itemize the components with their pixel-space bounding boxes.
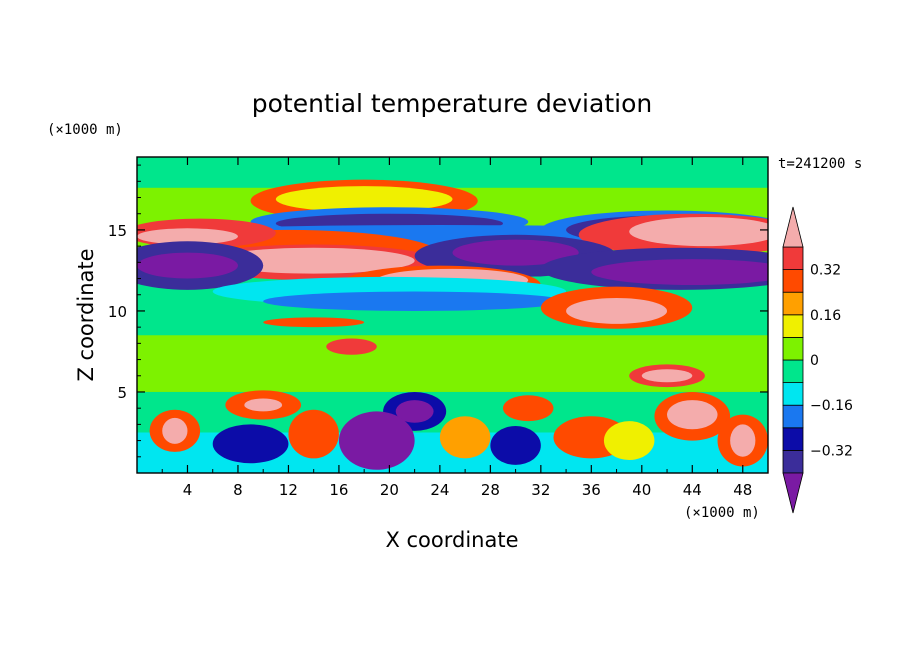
colorbar-swatch xyxy=(782,404,804,429)
heatmap-blob xyxy=(603,421,655,461)
colorbar-label: 0.32 xyxy=(810,263,841,279)
y-tick-label: 15 xyxy=(108,222,127,240)
x-tick-label: 8 xyxy=(233,481,243,499)
x-unit-label: (×1000 m) xyxy=(684,505,760,521)
x-tick-label: 44 xyxy=(683,481,702,499)
heatmap-blob xyxy=(439,416,491,459)
heatmap-blob xyxy=(244,398,283,412)
heatmap-blob xyxy=(162,417,188,444)
x-tick-label: 36 xyxy=(582,481,601,499)
colorbar-swatch xyxy=(782,246,804,271)
colorbar-top-arrow xyxy=(782,206,804,248)
colorbar-label: −0.16 xyxy=(810,398,853,414)
heatmap-blob xyxy=(502,395,554,422)
heatmap-blob xyxy=(667,400,718,430)
x-tick-label: 40 xyxy=(632,481,651,499)
colorbar-label: 0.16 xyxy=(810,308,841,324)
x-tick-label: 4 xyxy=(183,481,193,499)
y-unit-label: (×1000 m) xyxy=(47,122,123,138)
heatmap-blob xyxy=(395,400,434,423)
y-axis-label: Z coordinate xyxy=(74,248,98,381)
colorbar-swatch xyxy=(782,269,804,293)
heatmap-band xyxy=(137,157,768,188)
x-tick-label: 24 xyxy=(430,481,449,499)
colorbar-swatch xyxy=(782,291,804,316)
colorbar-swatch xyxy=(782,449,804,474)
colorbar-swatch xyxy=(782,427,804,451)
x-tick-label: 16 xyxy=(329,481,348,499)
heatmap-blob xyxy=(730,424,756,457)
y-axis-ticks: 5 10 15 xyxy=(108,164,768,458)
colorbar: 0.32 0.16 0 −0.16 −0.32 xyxy=(782,206,853,514)
plot-frame xyxy=(136,156,769,474)
colorbar-swatch xyxy=(782,336,804,361)
heatmap-blob xyxy=(326,338,377,355)
colorbar-label: 0 xyxy=(810,353,819,369)
y-tick-label: 5 xyxy=(117,384,127,402)
heatmap-blob xyxy=(212,247,415,274)
heatmap-blob xyxy=(490,426,541,465)
heatmap-blob xyxy=(452,239,579,266)
heatmap-blobs xyxy=(137,179,768,470)
heatmap-blob xyxy=(137,228,238,245)
time-label: t=241200 s xyxy=(778,156,862,172)
colorbar-label: −0.32 xyxy=(810,443,853,459)
x-tick-label: 20 xyxy=(380,481,399,499)
heatmap-blob xyxy=(338,411,415,470)
heatmap-field xyxy=(137,157,768,473)
colorbar-bottom-arrow xyxy=(782,472,804,514)
x-tick-label: 32 xyxy=(531,481,550,499)
heatmap-blob xyxy=(263,291,567,311)
y-tick-label: 10 xyxy=(108,303,127,321)
heatmap-blob xyxy=(275,186,453,213)
x-tick-label: 12 xyxy=(279,481,298,499)
heatmap-blob xyxy=(591,259,768,286)
heatmap-blob xyxy=(629,216,768,247)
x-axis-ticks: 4 8 12 16 20 24 28 32 36 40 44 48 xyxy=(161,157,752,499)
heatmap-blob xyxy=(566,297,668,324)
colorbar-swatch xyxy=(782,314,804,338)
colorbar-swatch xyxy=(782,382,804,406)
x-axis-label: X coordinate xyxy=(385,528,518,552)
colorbar-swatch xyxy=(782,359,804,384)
x-tick-label: 48 xyxy=(733,481,752,499)
heatmap-blob xyxy=(288,409,339,459)
chart-title: potential temperature deviation xyxy=(252,89,652,118)
x-tick-label: 28 xyxy=(481,481,500,499)
heatmap-blob xyxy=(212,424,289,464)
heatmap-blob xyxy=(263,317,365,328)
heatmap-blob xyxy=(641,369,693,383)
heatmap-blob xyxy=(137,252,238,279)
